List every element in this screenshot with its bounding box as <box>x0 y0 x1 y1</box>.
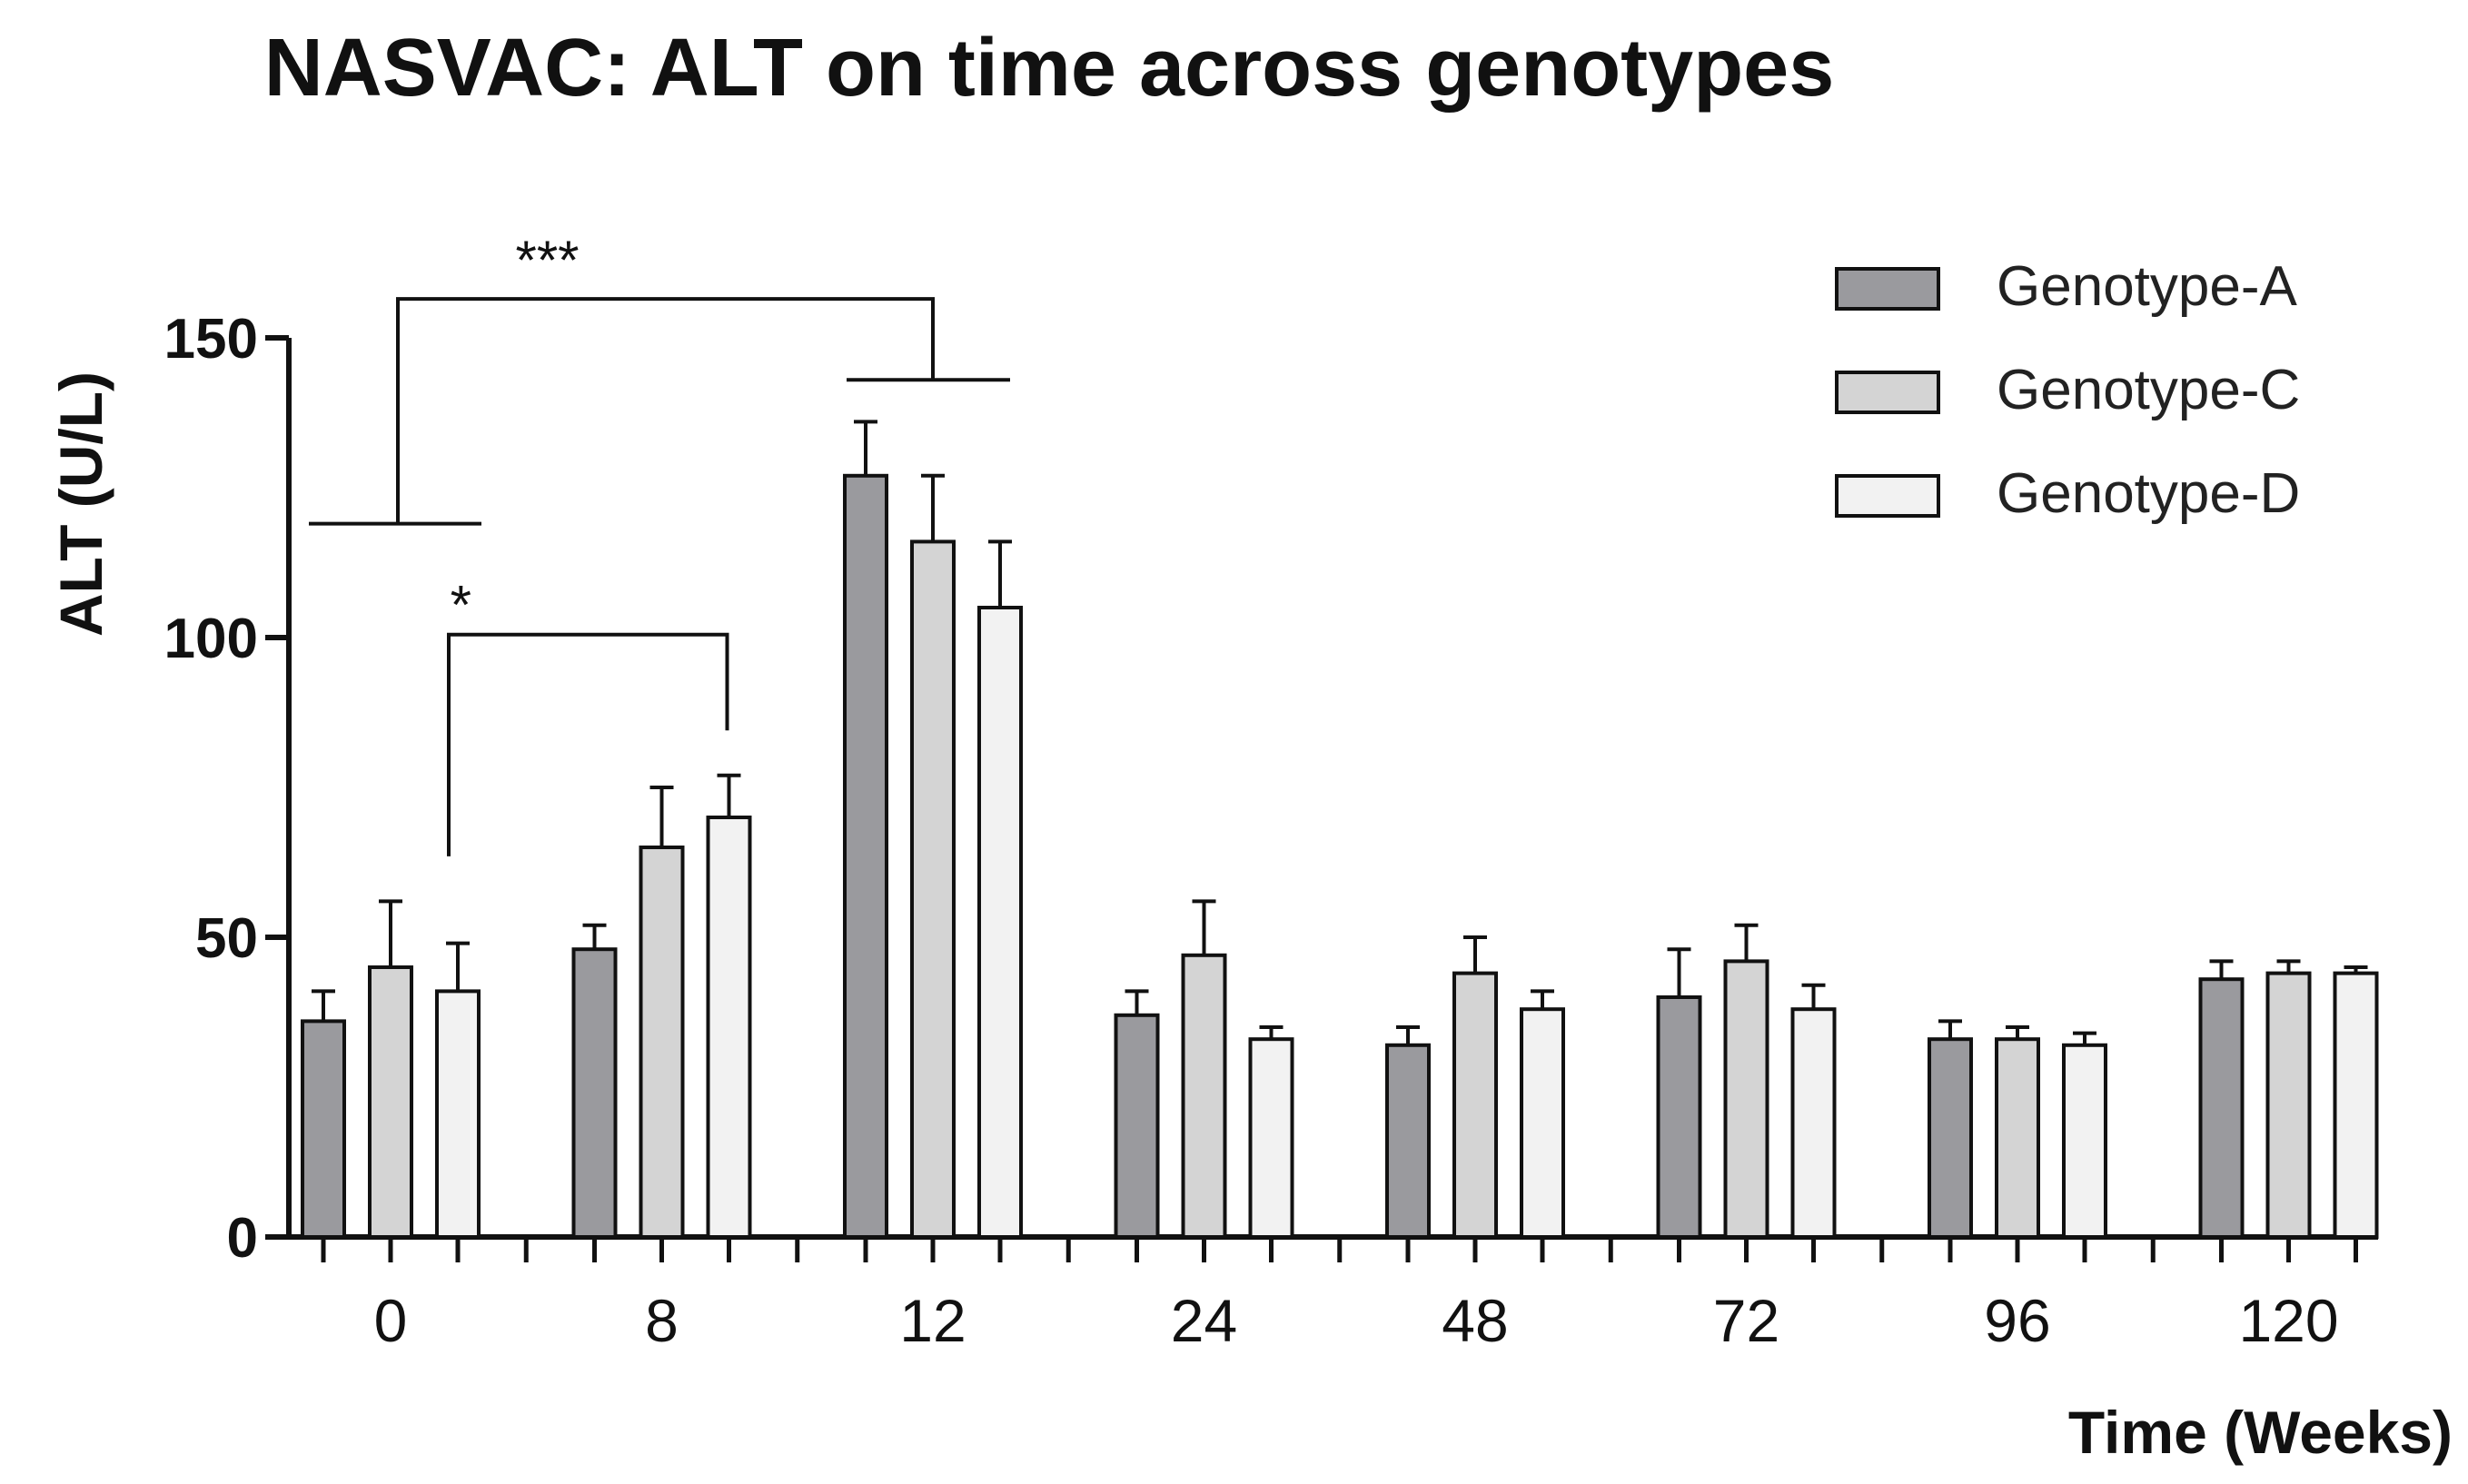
bar-genotype-a-week-48 <box>1385 1043 1431 1240</box>
bar-genotype-a-week-12 <box>843 473 888 1239</box>
y-tick-label-50: 50 <box>195 907 258 970</box>
significance-annotations: **** <box>309 230 1010 856</box>
bar-genotype-d-week-48 <box>1520 1007 1565 1239</box>
x-tick-label-12: 12 <box>899 1287 966 1354</box>
bar-genotype-a-week-72 <box>1656 995 1702 1239</box>
chart-title: NASVAC: ALT on time across genotypes <box>264 23 1835 114</box>
x-tick-label-96: 96 <box>1984 1287 2050 1354</box>
legend-swatch-genotype-a <box>1835 267 1940 311</box>
bar-genotype-a-week-96 <box>1928 1037 1973 1239</box>
x-tick-label-0: 0 <box>374 1287 408 1354</box>
bar-genotype-c-week-0 <box>368 965 413 1239</box>
x-tick-label-24: 24 <box>1171 1287 1237 1354</box>
bar-genotype-c-week-8 <box>639 846 685 1239</box>
bar-genotype-a-week-120 <box>2198 977 2245 1239</box>
significance-label-triple-star: *** <box>515 230 579 291</box>
bracket-line-triple-star <box>396 297 935 524</box>
bar-genotype-a-week-8 <box>571 947 618 1239</box>
y-axis-title: ALT (U/L) <box>47 371 114 637</box>
bar-genotype-d-week-96 <box>2062 1043 2107 1240</box>
bar-genotype-c-week-24 <box>1181 953 1227 1240</box>
bar-genotype-d-week-0 <box>435 989 481 1240</box>
bar-genotype-c-week-72 <box>1723 959 1769 1240</box>
bar-genotype-c-week-48 <box>1452 971 1498 1239</box>
legend: Genotype-A Genotype-C Genotype-D <box>1835 255 2300 525</box>
bar-genotype-d-week-24 <box>1248 1037 1294 1239</box>
bar-genotype-c-week-12 <box>910 539 956 1239</box>
bar-genotype-c-week-120 <box>2265 971 2312 1239</box>
bar-genotype-d-week-72 <box>1790 1007 1837 1239</box>
legend-label-genotype-c: Genotype-C <box>1997 359 2300 421</box>
bar-genotype-a-week-24 <box>1114 1013 1160 1240</box>
bracket-line-single-star <box>447 632 729 856</box>
legend-swatch-genotype-c <box>1835 371 1940 414</box>
legend-label-genotype-d: Genotype-D <box>1997 462 2300 525</box>
x-tick-label-72: 72 <box>1713 1287 1779 1354</box>
significance-label-single-star: * <box>451 575 471 636</box>
bar-genotype-d-week-120 <box>2333 971 2379 1239</box>
plot-area: 0 50 100 150 0 8 12 24 48 72 96 120 <box>164 308 2379 1354</box>
legend-swatch-genotype-d <box>1835 474 1940 518</box>
legend-label-genotype-a: Genotype-A <box>1997 255 2298 318</box>
y-tick-label-0: 0 <box>227 1207 258 1270</box>
bar-genotype-a-week-0 <box>301 1019 346 1240</box>
bar-genotype-d-week-8 <box>706 816 752 1239</box>
x-tick-label-120: 120 <box>2238 1287 2338 1354</box>
x-tick-label-8: 8 <box>645 1287 679 1354</box>
x-tick-label-48: 48 <box>1442 1287 1508 1354</box>
bar-genotype-c-week-96 <box>1995 1037 2040 1239</box>
y-tick-label-100: 100 <box>164 608 258 670</box>
bar-genotype-d-week-12 <box>977 606 1023 1239</box>
y-tick-label-150: 150 <box>164 308 258 371</box>
x-axis-title: Time (Weeks) <box>2068 1399 2453 1466</box>
